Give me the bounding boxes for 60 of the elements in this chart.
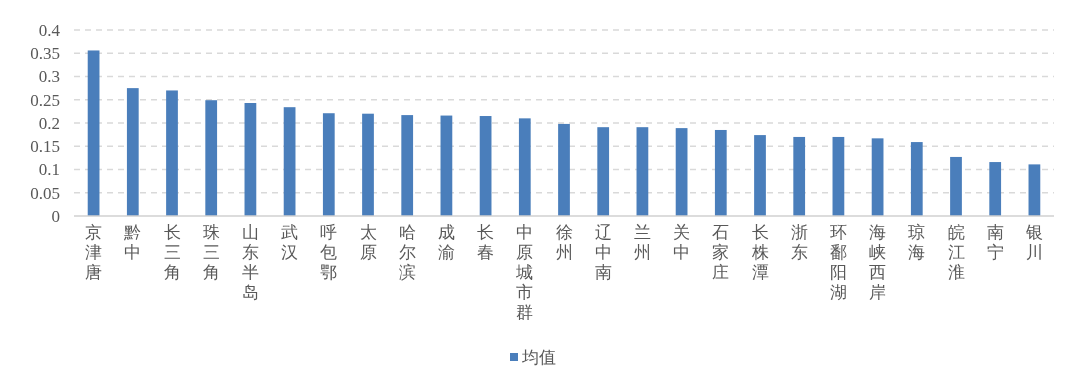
y-tick-label: 0.1 [38,160,60,180]
x-tick-label: 银川 [1024,223,1043,262]
bar [126,88,139,216]
y-tick-label: 0.15 [30,137,60,157]
bar [518,118,531,216]
y-tick-label: 0.2 [38,113,60,133]
y-tick-label: 0.25 [30,90,60,110]
x-tick-label: 珠三角 [202,223,220,282]
x-tick-label: 长株潭 [750,223,769,282]
bar [283,107,296,216]
x-tick-label: 中原城市群 [515,223,534,322]
x-tick-label: 环鄱阳湖 [829,223,847,302]
bar [714,129,727,216]
x-tick-label: 黔中 [123,223,142,262]
x-tick-label: 武汉 [281,223,299,262]
y-tick-label: 0.05 [30,183,60,203]
bar [910,142,923,216]
x-tick-label: 辽中南 [594,223,612,282]
x-tick-label: 哈尔滨 [398,223,416,282]
y-tick-label: 0.3 [38,67,60,87]
bar [989,162,1002,216]
x-tick-label: 关中 [673,223,691,262]
bar [636,127,649,216]
bar [205,100,218,216]
bar [440,115,453,216]
y-tick-label: 0.35 [30,44,60,64]
bar [401,115,414,216]
x-tick-label: 太原 [359,223,377,262]
bar [322,113,335,216]
bar [479,116,492,216]
bar [362,113,374,216]
bar [675,128,688,216]
bar [597,127,610,216]
x-tick-label: 南宁 [986,223,1004,262]
bar [832,136,845,216]
bar [1028,164,1041,216]
y-tick-label: 0 [51,206,60,226]
bar [166,90,178,216]
x-tick-label: 石家庄 [712,223,730,282]
bar [950,156,962,216]
x-tick-label: 琼海 [908,223,926,262]
bar [793,136,806,216]
x-tick-label: 京津唐 [85,223,103,282]
bar [871,138,884,216]
x-tick-label: 长春 [477,223,495,262]
bar [558,123,570,216]
x-tick-label: 成渝 [437,223,455,262]
x-tick-label: 山东半岛 [241,223,259,302]
x-tick-label: 皖江淮 [947,223,965,282]
bar [244,103,257,216]
y-tick-label: 0.4 [38,20,61,40]
x-tick-label: 呼包鄂 [320,223,338,282]
bar [87,50,100,216]
bar [754,135,766,216]
x-tick-label: 长三角 [163,223,181,282]
x-tick-label: 兰州 [633,223,651,262]
x-tick-label: 浙东 [790,223,808,262]
legend-label: 均值 [521,347,556,367]
x-tick-label: 徐州 [555,223,573,262]
x-tick-label: 海峡西岸 [869,223,887,302]
